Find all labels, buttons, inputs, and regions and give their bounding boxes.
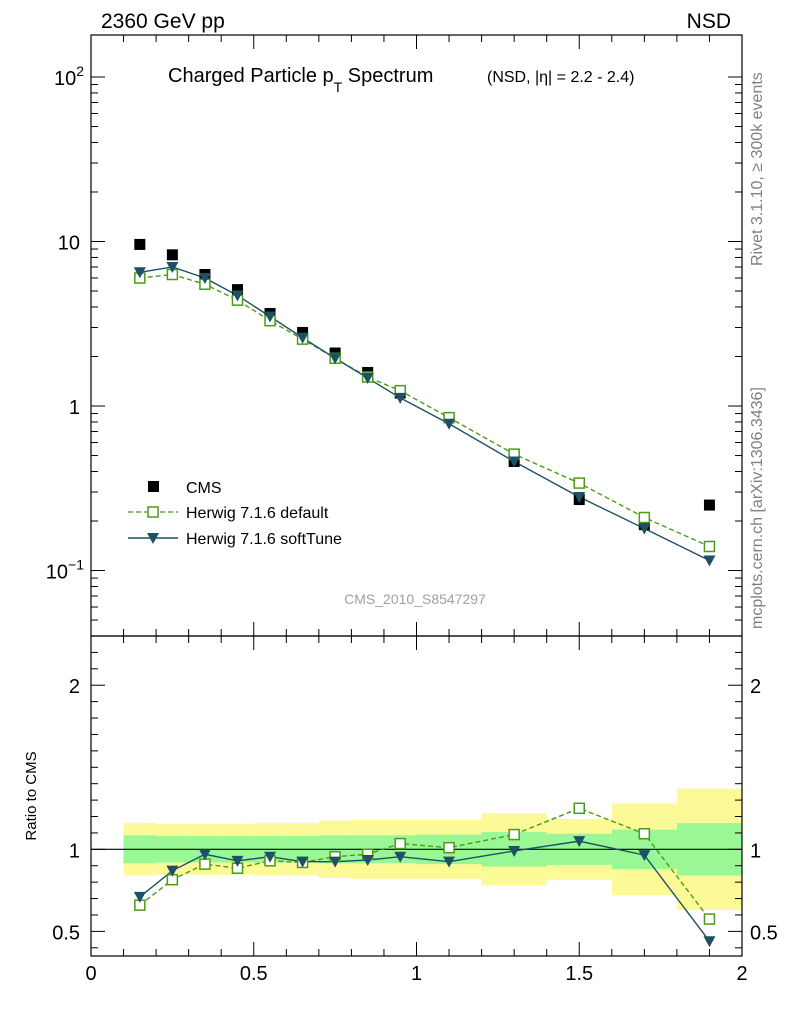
softtune-point (361, 373, 374, 385)
cms-point (703, 499, 715, 511)
legend-marker-softtune (147, 533, 159, 544)
cms-point (297, 326, 309, 338)
ratio-softtune-point (443, 856, 456, 868)
ratio-default-point (638, 827, 651, 840)
ratio-line-softtune (139, 840, 711, 942)
ratio-default-point (394, 837, 406, 850)
ratio-softtune-point (573, 836, 586, 848)
legend-label-cms: CMS (186, 480, 222, 497)
ratio-softtune-point (703, 936, 716, 948)
y-tick-label-ratio: 2 (69, 676, 80, 698)
softtune-point (133, 267, 146, 279)
title-subscript: T (334, 79, 343, 95)
ratio-uncertainty-bands (91, 788, 742, 911)
legend-marker-cms (148, 481, 159, 492)
ratio-default-point (199, 858, 211, 870)
y-tick-label-ratio-right: 0.5 (750, 922, 778, 944)
ratio-softtune-point (133, 891, 146, 903)
cms-point (166, 249, 178, 261)
softtune-point (329, 353, 342, 365)
main-panel-ticks: 10−1 1 10 102 (46, 35, 743, 637)
softtune-point (573, 491, 586, 503)
softtune-point (443, 418, 456, 430)
mcplots-label: mcplots.cern.ch [arXiv:1306.3436] (749, 387, 766, 629)
ratio-default-point (703, 913, 716, 925)
title-suffix: Spectrum (342, 65, 433, 87)
softtune-point (703, 555, 716, 567)
x-tick-label: 2 (736, 963, 747, 985)
ratio-softtune-point (394, 851, 407, 863)
analysis-tag: CMS_2010_S8547297 (344, 591, 486, 607)
default-point (703, 540, 716, 553)
y-tick-label-ratio-right: 1 (750, 840, 761, 862)
ratio-softtune-point (638, 850, 651, 862)
cms-point (231, 284, 243, 296)
ratio-panel-frame (90, 635, 743, 957)
x-tick-label: 1.5 (565, 963, 593, 985)
y-tick-label-main: 10−1 (46, 557, 84, 584)
default-point (573, 477, 585, 489)
title-qualifier: (NSD, |η| = 2.2 - 2.4) (487, 69, 634, 86)
y-tick-label-main: 1 (69, 397, 80, 419)
y-tick-label-main: 10 (58, 233, 80, 255)
ratio-softtune-point (361, 855, 374, 866)
x-tick-label: 1 (411, 963, 422, 985)
legend-label-default: Herwig 7.1.6 default (186, 505, 329, 522)
ratio-softtune-point (329, 856, 342, 868)
ratio-default-point (443, 841, 455, 854)
ratio-softtune-point (166, 865, 179, 877)
plot-title: Charged Particle pT Spectrum (168, 65, 433, 95)
main-panel-series (133, 238, 716, 567)
y-tick-label-main: 102 (54, 63, 84, 90)
softtune-point (394, 392, 407, 404)
softtune-point (264, 311, 277, 323)
y-tick-label-ratio: 1 (69, 840, 80, 862)
cms-point (134, 238, 146, 250)
legend-label-softtune: Herwig 7.1.6 softTune (186, 531, 342, 548)
title-main: Charged Particle p (168, 65, 334, 87)
x-tick-label: 0 (85, 963, 96, 985)
ratio-default-point (508, 828, 520, 841)
legend: CMS Herwig 7.1.6 default Herwig 7.1.6 so… (128, 480, 342, 548)
header-right: NSD (687, 10, 731, 33)
softtune-point (508, 456, 521, 468)
ratio-softtune-point (296, 856, 309, 868)
ratio-softtune-point (198, 849, 211, 861)
legend-marker-default (147, 506, 159, 518)
ratio-softtune-point (508, 845, 521, 857)
y-tick-label-ratio-right: 2 (750, 676, 761, 698)
ratio-ylabel: Ratio to CMS (23, 751, 40, 840)
softtune-point (198, 273, 211, 285)
ratio-softtune-point (264, 851, 277, 863)
x-tick-label: 0.5 (240, 963, 268, 985)
rivet-label: Rivet 3.1.10, ≥ 300k events (749, 72, 766, 266)
ratio-panel-series (133, 802, 716, 948)
ratio-default-point (573, 802, 585, 815)
y-tick-label-ratio: 0.5 (52, 922, 80, 944)
softtune-point (296, 332, 309, 344)
softtune-point (638, 523, 651, 535)
softtune-point (166, 261, 179, 273)
ratio-softtune-point (231, 855, 244, 867)
default-point (638, 511, 651, 524)
ratio-panel-ticks: 0.5 0.51 12 20 0.5 1 1.5 2 (52, 635, 778, 985)
header-left: 2360 GeV pp (101, 10, 225, 33)
softtune-point (231, 290, 244, 302)
